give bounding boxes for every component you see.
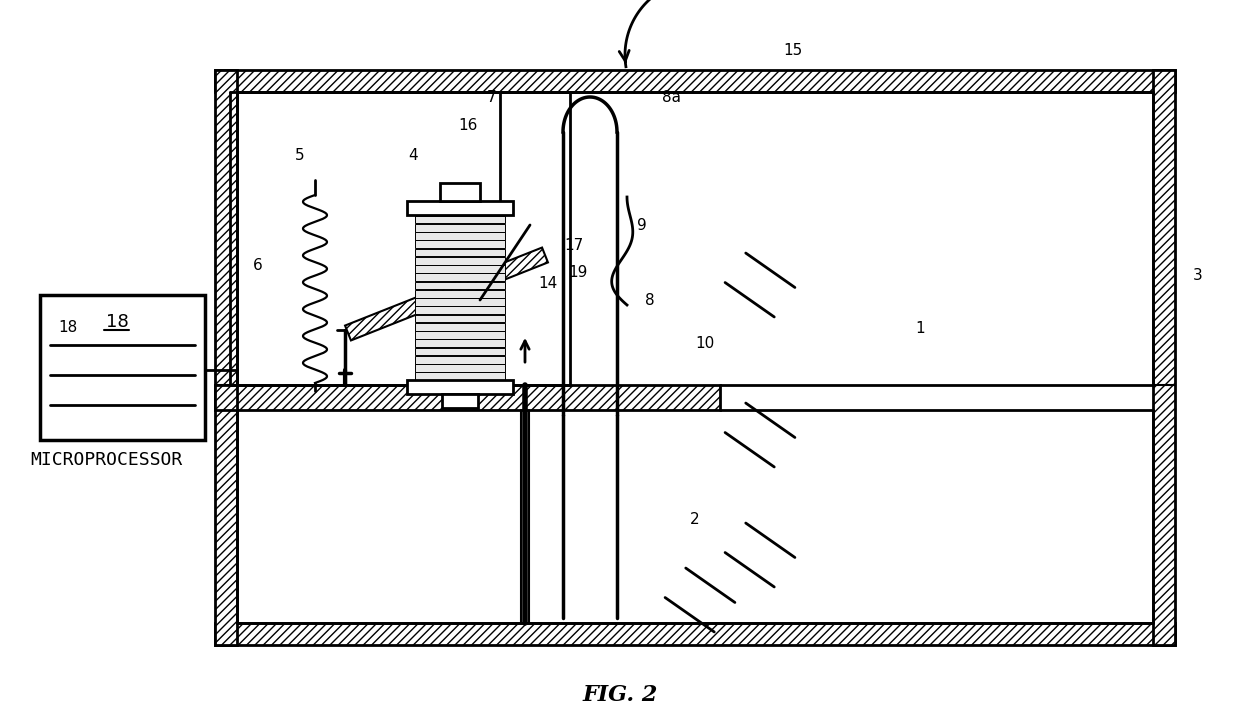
Text: 1: 1 [915,320,925,335]
Bar [440,183,480,201]
Bar [415,257,505,265]
Text: 17: 17 [564,237,584,252]
Bar [415,224,505,232]
Text: 9: 9 [637,217,647,232]
Text: MICROPROCESSOR: MICROPROCESSOR [30,451,182,469]
Text: 8a: 8a [662,89,682,104]
Bar [415,249,505,256]
Text: 18: 18 [105,313,129,331]
Bar [441,394,477,408]
Bar [415,232,505,240]
Bar [415,347,505,355]
Bar [415,373,505,380]
Text: 18: 18 [58,320,78,335]
Text: 16: 16 [459,117,477,132]
Text: 8: 8 [645,292,655,307]
Text: 15: 15 [784,42,802,57]
Bar [415,339,505,347]
Bar [415,273,505,281]
Text: 3: 3 [1193,267,1203,282]
Bar [415,298,505,306]
Bar [1153,70,1176,645]
Text: 14: 14 [538,275,558,290]
Bar [415,315,505,322]
Bar [215,623,1176,645]
Text: 10: 10 [696,335,714,350]
Text: FIG. 2: FIG. 2 [583,684,657,706]
Bar [40,295,205,440]
Bar [415,240,505,248]
Bar [415,306,505,314]
Text: 4: 4 [408,147,418,162]
Text: 19: 19 [568,265,588,280]
Text: 5: 5 [295,147,305,162]
Bar [415,282,505,290]
Bar [407,380,513,394]
Bar [415,331,505,339]
Bar [415,322,505,330]
Bar [415,290,505,297]
Polygon shape [345,247,548,340]
Bar [415,356,505,363]
Text: 2: 2 [691,513,699,528]
Bar [215,70,237,645]
Bar [415,265,505,272]
Bar [215,385,720,410]
Bar [415,215,505,223]
Text: 6: 6 [253,257,263,272]
Bar [407,201,513,215]
Bar [215,70,1176,92]
Text: 7: 7 [487,89,497,104]
Bar [415,364,505,372]
